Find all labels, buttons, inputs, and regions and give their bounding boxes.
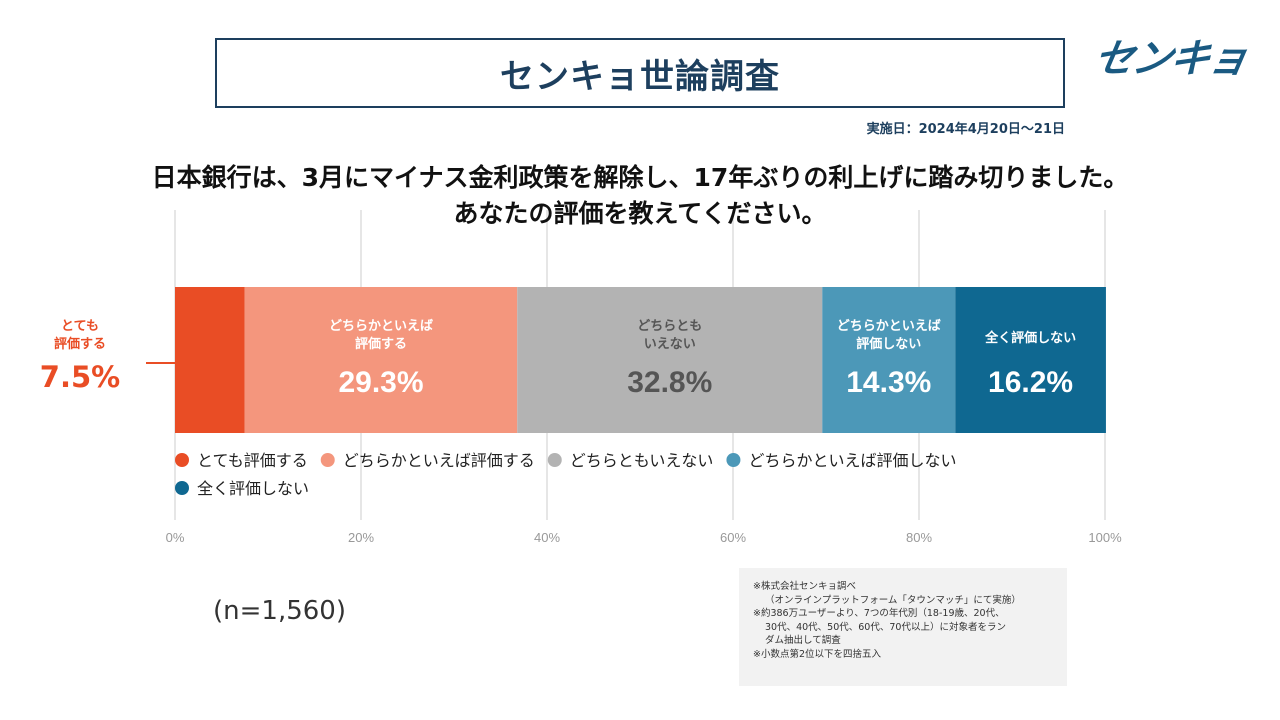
x-tick-label: 20% [348,530,374,545]
segment-label: 評価する [355,336,407,352]
bar-segment [822,287,956,433]
x-tick-label: 40% [534,530,560,545]
x-tick-label: 0% [166,530,185,545]
callout-line-2: 評価する [53,337,106,352]
note-line: ※約386万ユーザーより、7つの年代別（18-19歳、20代、 [753,608,1005,619]
legend-marker [175,453,189,467]
question-line-2: あなたの評価を教えてください。 [453,199,827,228]
callout-line-1: とても [61,319,99,334]
page-title: センキョ世論調査 [500,56,780,97]
segment-label: 評価しない [856,336,921,352]
legend-marker [726,453,741,467]
legend-label: とても評価する [197,451,308,470]
bar-segment [244,287,518,433]
segment-label: いえない [644,337,696,352]
data-label: 14.3% [846,366,931,399]
note-line: ※株式会社センキョ調べ [753,581,856,592]
data-label: 16.2% [988,366,1073,399]
legend-marker [320,453,335,467]
x-tick-label: 100% [1088,530,1122,545]
title-box: センキョ世論調査 [215,38,1065,108]
x-tick-label: 80% [906,530,932,545]
legend-marker [547,453,562,467]
question-line-1: 日本銀行は、3月にマイナス金利政策を解除し、17年ぶりの利上げに踏み切りました。 [151,163,1129,192]
note-line: ダム抽出して調査 [765,635,841,646]
legend-marker [175,481,189,495]
survey-date: 実施日：2024年4月20日～21日 [866,122,1065,137]
legend-label: 全く評価しない [197,479,309,498]
segment-label: 全く評価しない [984,330,1076,346]
notes-box: ※株式会社センキョ調べ （オンラインプラットフォーム「タウンマッチ」にて実施） … [739,568,1067,686]
bar-segment [175,287,245,433]
brand-logo: センキョ [1090,36,1251,82]
legend-label: どちらかといえば評価する [343,451,535,470]
segment-label: どちらかといえば [837,319,941,334]
sample-size: (n=1,560) [213,596,346,626]
legend-label: どちらともいえない [570,451,714,470]
note-line: （オンラインプラットフォーム「タウンマッチ」にて実施） [765,594,1021,606]
bar-segment [955,287,1106,433]
survey-question: 日本銀行は、3月にマイナス金利政策を解除し、17年ぶりの利上げに踏み切りました。… [0,160,1280,232]
segment-label: どちらとも [637,319,702,334]
bar-segment [517,287,823,433]
data-label: 32.8% [627,366,712,399]
note-line: 30代、40代、50代、60代、70代以上）に対象者をラン [765,621,1006,633]
data-label: 29.3% [338,366,423,399]
x-tick-label: 60% [720,530,746,545]
note-line: ※小数点第2位以下を四捨五入 [753,648,882,660]
segment-label: どちらかといえば [329,319,433,334]
callout-percent: 7.5% [39,360,121,394]
callout-leader-line [146,362,176,364]
callout-strongly-approve: とても 評価する 7.5% [30,318,130,394]
legend-label: どちらかといえば評価しない [748,451,956,470]
